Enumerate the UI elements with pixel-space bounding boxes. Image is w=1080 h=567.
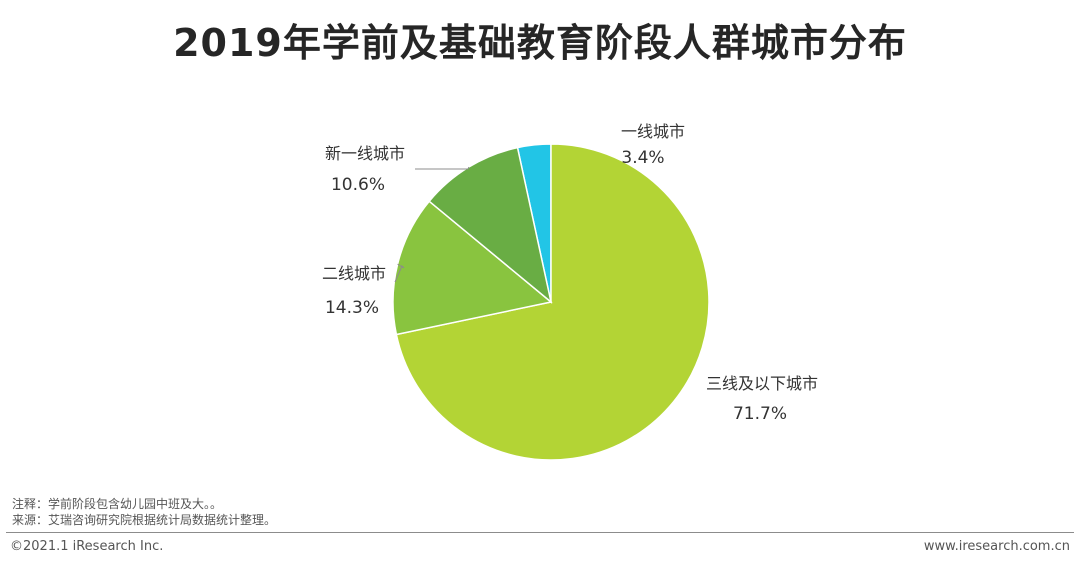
slice-labels: 一线城市 3.4% 三线及以下城市 71.7% 二线城市 14.3% 新一线城市 10.6% — [322, 122, 818, 424]
notes: 注释：学前阶段包含幼儿园中班及大。。 来源：艾瑞咨询研究院根据统计局数据统计整理… — [12, 496, 276, 528]
leader-lines — [394, 166, 470, 283]
pie-slices — [392, 143, 710, 461]
footer-divider — [6, 532, 1074, 533]
slice-label-value: 3.4% — [621, 148, 664, 168]
chart-title: 2019年学前及基础教育阶段人群城市分布 — [173, 21, 907, 65]
pie-slice — [395, 143, 710, 461]
slice-label-name: 一线城市 — [621, 122, 685, 141]
slice-label-name: 三线及以下城市 — [706, 374, 818, 393]
note-text: 注释：学前阶段包含幼儿园中班及大。。 — [12, 497, 223, 511]
website-text: www.iresearch.com.cn — [923, 539, 1070, 554]
leader-line — [394, 263, 405, 283]
pie-slice — [392, 200, 553, 336]
slice-label-value: 10.6% — [331, 175, 385, 195]
pie-chart: 一线城市 3.4% 三线及以下城市 71.7% 二线城市 14.3% 新一线城市 10.6% — [322, 122, 818, 461]
leader-line — [415, 166, 470, 170]
slice-label-name: 新一线城市 — [325, 144, 405, 163]
source-text: 来源：艾瑞咨询研究院根据统计局数据统计整理。 — [12, 513, 277, 527]
slice-label-value: 14.3% — [325, 298, 379, 318]
slice-label-name: 二线城市 — [322, 264, 386, 283]
slice-label-value: 71.7% — [733, 404, 787, 424]
copyright-text: ©2021.1 iResearch Inc. — [10, 539, 164, 554]
